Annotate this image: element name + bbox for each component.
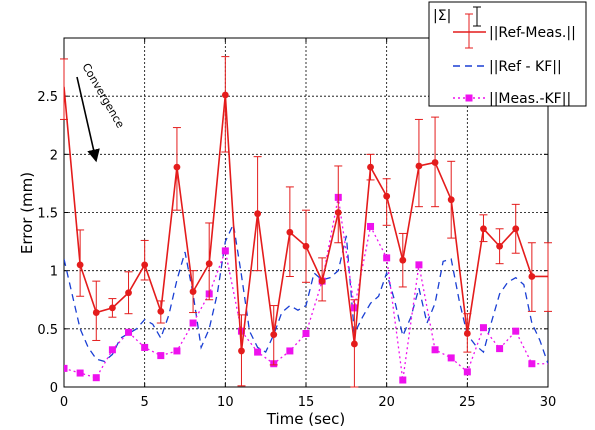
convergence-annotation: Convergence: [76, 61, 127, 163]
meas-kf-point: [528, 360, 536, 368]
x-tick-label: 10: [217, 395, 234, 410]
y-tick-label: 0.5: [37, 323, 58, 338]
x-tick-label: 15: [298, 395, 315, 410]
legend-entry-meas-kf: ||Meas.-KF||: [453, 91, 571, 107]
x-tick-label: 30: [540, 395, 557, 410]
meas-kf-point: [254, 348, 262, 356]
legend-box: [428, 1, 587, 107]
meas-kf-point: [496, 345, 504, 353]
meas-kf-point: [512, 327, 520, 335]
meas-kf-point: [125, 328, 133, 336]
meas-kf-point: [447, 354, 455, 362]
meas-kf-point: [479, 324, 487, 332]
y-tick-label: 1.5: [37, 207, 58, 222]
meas-kf-point: [302, 329, 310, 337]
meas-kf-point: [221, 247, 229, 255]
meas-kf-point: [399, 376, 407, 384]
axis-ticks: 0 5 10 15 20 25 30 0 0.5 1 1.5 2 2.5: [37, 38, 556, 410]
meas-kf-point: [383, 254, 391, 262]
x-tick-label: 0: [60, 395, 68, 410]
legend: |Σ| ||Ref-Meas.|| ||Ref - KF|| ||Meas.-K…: [428, 1, 587, 107]
meas-kf-point: [415, 261, 423, 269]
meas-kf-point: [76, 369, 84, 377]
legend-label-ref-kf: ||Ref - KF||: [489, 59, 562, 75]
legend-swatch-meas-kf-marker: [465, 94, 473, 102]
y-tick-label: 0: [50, 381, 58, 396]
legend-entry-ref-meas: ||Ref-Meas.||: [453, 13, 576, 49]
y-axis-label: Error (mm): [18, 172, 36, 254]
x-axis-label: Time (sec): [266, 410, 345, 428]
meas-kf-point: [173, 347, 181, 355]
error-bars: [60, 56, 552, 388]
legend-label-ref-meas: ||Ref-Meas.||: [489, 25, 576, 41]
meas-kf-point: [463, 368, 471, 376]
convergence-arrow: [76, 76, 100, 163]
meas-kf-point: [92, 374, 100, 382]
y-tick-label: 2: [50, 148, 58, 163]
meas-kf-point: [141, 343, 149, 351]
y-tick-label: 2.5: [37, 90, 58, 105]
y-tick-label: 1: [50, 265, 58, 280]
meas-kf-point: [286, 347, 294, 355]
x-tick-label: 20: [378, 395, 395, 410]
meas-kf-point: [108, 346, 116, 354]
meas-kf-point: [431, 346, 439, 354]
meas-kf-point: [157, 352, 165, 360]
legend-header: |Σ|: [433, 8, 451, 24]
x-tick-label: 25: [459, 395, 476, 410]
meas-kf-point: [64, 364, 68, 372]
meas-kf-point: [189, 319, 197, 327]
legend-entry-ref-kf: ||Ref - KF||: [453, 59, 562, 75]
legend-label-meas-kf: ||Meas.-KF||: [489, 91, 571, 107]
meas-kf-point: [367, 222, 375, 230]
data-series: [64, 86, 548, 384]
x-tick-label: 5: [141, 395, 149, 410]
